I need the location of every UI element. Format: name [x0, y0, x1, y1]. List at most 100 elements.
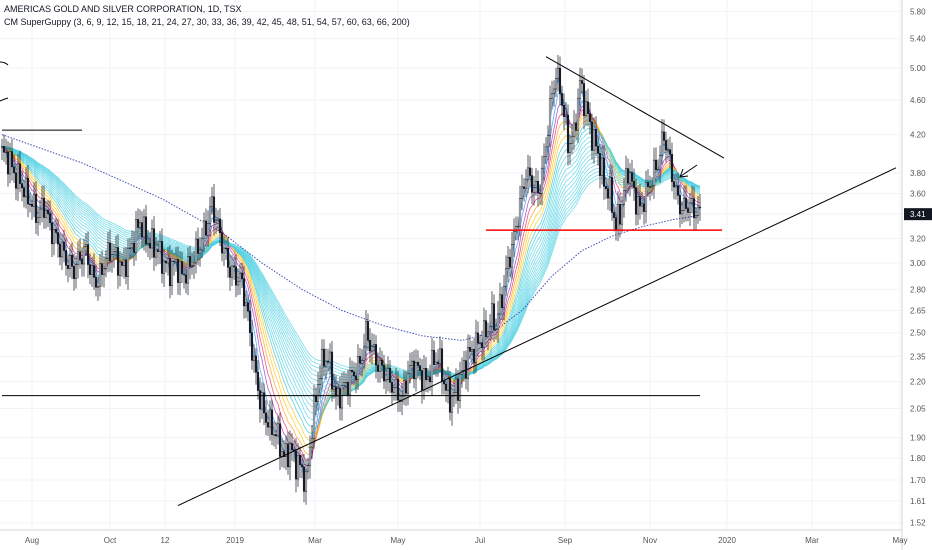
candle-body	[604, 186, 608, 190]
candle-body	[18, 163, 22, 184]
candle-body	[72, 266, 76, 279]
candle-body	[382, 364, 386, 382]
candle-body	[34, 194, 38, 223]
candle-body	[150, 228, 154, 249]
candle-body	[552, 88, 556, 94]
indicator-label: CM SuperGuppy (3, 6, 9, 12, 15, 18, 21, …	[4, 17, 410, 27]
candle-body	[324, 360, 328, 367]
candle-body	[226, 247, 230, 268]
candle-body	[128, 247, 132, 249]
candle-body	[362, 346, 366, 361]
candle-body	[276, 423, 280, 437]
candle-body	[658, 155, 662, 170]
candle-body	[288, 443, 292, 468]
candle-body	[164, 260, 168, 264]
candle-body	[572, 122, 576, 137]
candle-body	[408, 364, 412, 374]
candle-body	[528, 167, 532, 176]
candle-body	[418, 365, 422, 371]
candle-body	[516, 225, 520, 228]
candle-body	[90, 265, 94, 275]
last-price-tag	[904, 208, 932, 221]
candle-body	[216, 218, 220, 221]
candle-body	[144, 216, 148, 245]
candle-body	[100, 263, 104, 275]
candle-body	[618, 204, 622, 225]
candle-body	[236, 280, 240, 286]
candle-body	[622, 190, 626, 205]
candle-body	[36, 216, 40, 223]
y-tick-label: 3.60	[910, 189, 926, 198]
candle-body	[564, 114, 568, 117]
candle-body	[550, 93, 554, 99]
candle-body	[74, 264, 78, 279]
y-tick-label: 4.60	[910, 96, 926, 105]
candle-body	[170, 260, 174, 286]
price-axis[interactable]: 5.80 5.40 5.00 4.60 4.20 3.80 3.60 3.41 3.20 3.00…	[901, 0, 932, 550]
candle-body	[340, 385, 344, 409]
candle-body	[644, 182, 648, 212]
candle-body	[436, 361, 440, 365]
candle-body	[420, 370, 424, 391]
candle-body	[428, 376, 432, 383]
candle-body	[638, 196, 642, 207]
candle-body	[132, 242, 136, 253]
candle-body	[462, 360, 466, 371]
candle-body	[192, 262, 196, 266]
candle-body	[156, 249, 160, 252]
candle-body	[86, 244, 90, 265]
candle-body	[594, 129, 598, 147]
candle-body	[316, 384, 320, 402]
candle-body	[258, 390, 262, 410]
rising-support-line	[177, 167, 897, 506]
candle-body	[80, 259, 84, 265]
ema-12-line	[1, 109, 701, 461]
x-tick-label: 2020	[718, 536, 736, 545]
candle-body	[272, 434, 276, 436]
candle-body	[138, 222, 142, 228]
y-tick-label: 2.65	[910, 306, 926, 315]
candle-body	[424, 368, 428, 381]
candle-body	[300, 464, 304, 468]
candle-body	[500, 294, 504, 308]
candle-body	[570, 136, 574, 145]
candle-body	[208, 206, 212, 224]
candle-body	[678, 195, 682, 215]
candle-body	[478, 342, 482, 344]
candle-body	[404, 380, 408, 394]
candle-body	[414, 362, 418, 380]
candle-body	[454, 378, 458, 393]
y-tick-label: 2.20	[910, 378, 926, 387]
y-tick-label: 1.90	[910, 434, 926, 443]
last-price-label: 3.41	[910, 210, 926, 219]
candle-body	[262, 392, 266, 414]
candle-body	[198, 249, 202, 254]
candle-body	[578, 80, 582, 99]
candlestick-series	[0, 55, 702, 505]
candle-body	[172, 260, 176, 263]
candle-body	[568, 143, 572, 153]
candle-body	[654, 159, 658, 171]
ema-36-line	[1, 140, 701, 408]
candle-body	[356, 356, 360, 380]
candle-body	[438, 348, 442, 365]
time-axis[interactable]: Aug Oct 12 2019 Mar May Jul Sep Nov 2020 Mar May	[0, 529, 908, 545]
candle-body	[120, 261, 124, 266]
x-tick-label: Oct	[104, 536, 117, 545]
candle-body	[188, 256, 192, 267]
candle-body	[392, 387, 396, 393]
candle-body	[602, 157, 606, 187]
candle-body	[286, 443, 290, 468]
candle-body	[290, 443, 294, 450]
candle-body	[488, 326, 492, 333]
y-tick-label: 1.80	[910, 454, 926, 463]
candle-body	[440, 348, 444, 382]
candle-body	[12, 166, 16, 174]
y-tick-label: 3.00	[910, 259, 926, 268]
candle-body	[222, 247, 226, 254]
candle-body	[640, 203, 644, 207]
candle-body	[298, 455, 302, 466]
candle-body	[162, 260, 166, 274]
left-edge-marks	[0, 61, 9, 102]
